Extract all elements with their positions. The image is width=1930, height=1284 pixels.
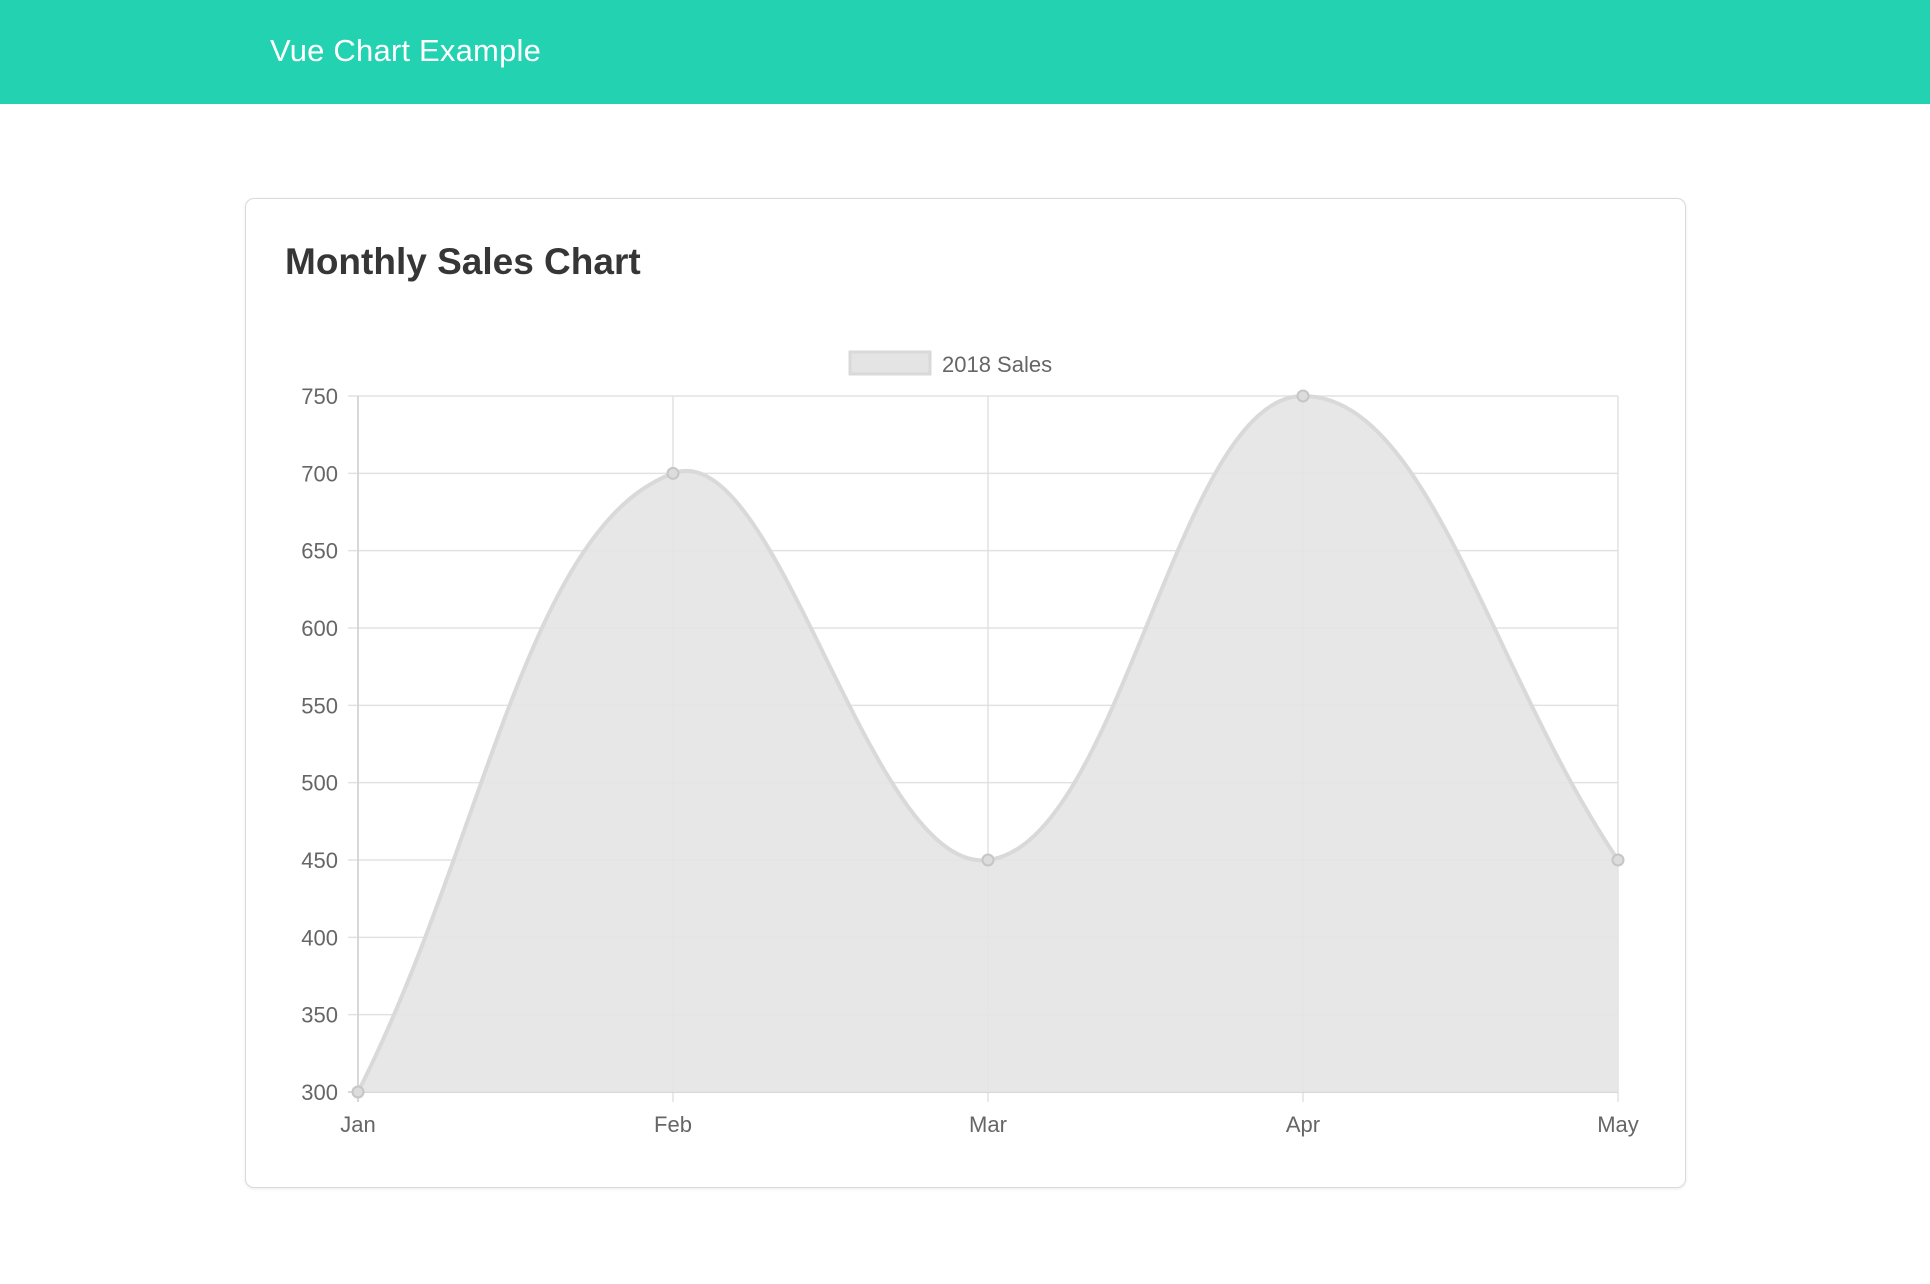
data-point[interactable] bbox=[351, 1085, 365, 1099]
x-tick-label: May bbox=[1597, 1112, 1639, 1137]
y-tick-label: 650 bbox=[301, 539, 338, 564]
data-point[interactable] bbox=[1611, 853, 1625, 867]
data-point[interactable] bbox=[666, 466, 680, 480]
y-tick-label: 750 bbox=[301, 384, 338, 409]
y-tick-label: 500 bbox=[301, 771, 338, 796]
x-tick-label: Mar bbox=[969, 1112, 1007, 1137]
legend-label[interactable]: 2018 Sales bbox=[942, 352, 1052, 377]
x-axis-ticks: Jan Feb Mar Apr May bbox=[340, 1112, 1639, 1137]
y-tick-label: 450 bbox=[301, 848, 338, 873]
data-point[interactable] bbox=[981, 853, 995, 867]
card-title: Monthly Sales Chart bbox=[285, 241, 641, 282]
top-navbar: Vue Chart Example bbox=[0, 0, 1930, 104]
app-title[interactable]: Vue Chart Example bbox=[270, 33, 542, 68]
series-area-fill bbox=[358, 396, 1618, 1092]
legend-swatch[interactable] bbox=[848, 350, 932, 376]
y-tick-label: 600 bbox=[301, 616, 338, 641]
y-tick-label: 300 bbox=[301, 1080, 338, 1105]
legend[interactable]: 2018 Sales bbox=[848, 350, 1052, 377]
series-points bbox=[351, 389, 1625, 1099]
y-tick-label: 350 bbox=[301, 1003, 338, 1028]
y-axis-ticks: 300 350 400 450 500 550 600 650 700 750 bbox=[301, 384, 338, 1105]
x-tick-label: Jan bbox=[340, 1112, 375, 1137]
y-tick-label: 550 bbox=[301, 693, 338, 718]
y-tick-label: 400 bbox=[301, 925, 338, 950]
x-tick-label: Feb bbox=[654, 1112, 692, 1137]
y-tick-label: 700 bbox=[301, 461, 338, 486]
x-tick-label: Apr bbox=[1286, 1112, 1320, 1137]
data-point[interactable] bbox=[1296, 389, 1310, 403]
